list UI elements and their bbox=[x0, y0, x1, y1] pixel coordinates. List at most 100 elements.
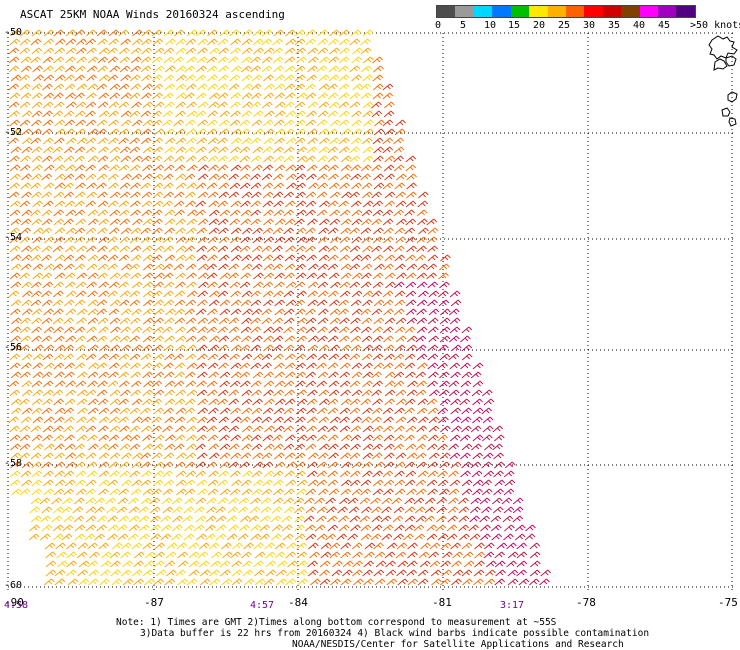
wind-barb bbox=[153, 470, 164, 478]
wind-barb bbox=[417, 569, 429, 577]
wind-barb bbox=[76, 47, 87, 55]
wind-barb bbox=[52, 425, 64, 433]
wind-barb bbox=[340, 551, 351, 559]
wind-barb bbox=[473, 578, 484, 586]
wind-barb bbox=[131, 281, 143, 289]
wind-barb bbox=[43, 308, 54, 316]
wind-barb bbox=[177, 560, 189, 568]
wind-barb bbox=[415, 515, 427, 523]
wind-barb bbox=[10, 371, 22, 379]
wind-barb bbox=[54, 137, 65, 145]
wind-barb bbox=[307, 290, 319, 298]
wind-barb bbox=[506, 542, 517, 550]
wind-barb bbox=[350, 335, 362, 343]
wind-barb bbox=[54, 461, 65, 469]
wind-barb bbox=[461, 425, 472, 433]
wind-barb bbox=[130, 209, 141, 217]
wind-barb bbox=[75, 380, 87, 388]
wind-barb bbox=[164, 416, 175, 424]
wind-barb bbox=[361, 335, 373, 343]
wind-barb bbox=[503, 488, 515, 496]
wind-barb bbox=[294, 452, 306, 460]
wind-barb bbox=[31, 380, 43, 388]
wind-barb bbox=[349, 398, 361, 406]
wind-barb bbox=[349, 353, 361, 361]
wind-barb bbox=[20, 83, 31, 91]
wind-barb bbox=[21, 128, 32, 136]
wind-barb bbox=[438, 290, 449, 298]
wind-barb bbox=[361, 317, 373, 325]
wind-barb bbox=[338, 83, 350, 91]
wind-barb bbox=[96, 182, 107, 190]
wind-barb bbox=[262, 254, 274, 262]
wind-barb bbox=[164, 578, 176, 586]
wind-barb bbox=[74, 200, 85, 208]
wind-barb bbox=[273, 155, 285, 163]
wind-barb bbox=[316, 479, 328, 487]
wind-barb bbox=[109, 272, 121, 280]
wind-barb bbox=[439, 452, 451, 460]
wind-barb bbox=[430, 569, 442, 577]
wind-barb bbox=[491, 533, 503, 541]
wind-barb bbox=[98, 371, 110, 379]
wind-barb bbox=[362, 434, 374, 442]
wind-barb bbox=[294, 506, 305, 514]
wind-barb bbox=[77, 389, 88, 397]
wind-barb bbox=[120, 389, 131, 397]
wind-barb bbox=[296, 92, 308, 100]
wind-barb bbox=[392, 515, 404, 523]
wind-barb bbox=[352, 47, 363, 55]
wind-barb bbox=[438, 344, 449, 352]
wind-barb bbox=[472, 398, 483, 406]
wind-barb bbox=[250, 290, 262, 298]
wind-barb bbox=[195, 200, 207, 208]
wind-barb bbox=[261, 308, 272, 316]
wind-barb bbox=[98, 236, 109, 244]
wind-barb bbox=[296, 326, 307, 334]
wind-barb bbox=[140, 416, 152, 424]
wind-barb bbox=[119, 209, 130, 217]
wind-barb bbox=[393, 146, 405, 154]
wind-barb bbox=[143, 380, 154, 388]
wind-barb bbox=[372, 344, 383, 352]
wind-barb bbox=[473, 569, 485, 577]
wind-barb bbox=[31, 461, 42, 469]
wind-barb bbox=[273, 146, 284, 154]
wind-barb bbox=[54, 416, 65, 424]
wind-barb bbox=[196, 137, 208, 145]
wind-barb bbox=[176, 488, 187, 496]
wind-barb bbox=[107, 380, 119, 388]
wind-barb bbox=[340, 245, 351, 253]
wind-barb bbox=[185, 398, 196, 406]
wind-barb bbox=[372, 326, 384, 334]
wind-barb bbox=[394, 245, 405, 253]
wind-barb bbox=[208, 542, 220, 550]
wind-barb bbox=[441, 569, 453, 577]
wind-barb bbox=[362, 443, 374, 451]
wind-barb bbox=[65, 56, 76, 64]
wind-barb bbox=[229, 74, 241, 82]
wind-barb bbox=[53, 488, 65, 496]
wind-barb bbox=[474, 542, 485, 550]
wind-barb bbox=[249, 506, 261, 514]
wind-barb bbox=[74, 155, 85, 163]
wind-barb bbox=[186, 578, 198, 586]
wind-barb bbox=[483, 470, 495, 478]
wind-barb bbox=[131, 101, 142, 109]
wind-barb bbox=[386, 578, 398, 586]
wind-barb bbox=[296, 146, 308, 154]
wind-barb bbox=[339, 209, 351, 217]
wind-barb bbox=[208, 173, 220, 181]
wind-barb bbox=[109, 164, 120, 172]
wind-barb bbox=[273, 416, 284, 424]
wind-barb bbox=[121, 479, 132, 487]
wind-barb bbox=[9, 119, 21, 127]
wind-barb bbox=[185, 236, 196, 244]
wind-barb bbox=[110, 155, 121, 163]
wind-barb bbox=[283, 209, 295, 217]
wind-barb bbox=[480, 533, 491, 541]
wind-barb bbox=[217, 398, 228, 406]
wind-barb bbox=[76, 308, 88, 316]
wind-barb bbox=[54, 65, 65, 73]
wind-barb bbox=[372, 443, 383, 451]
